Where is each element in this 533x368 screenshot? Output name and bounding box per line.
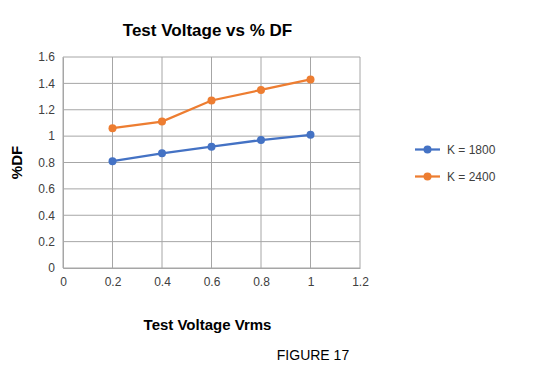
series-marker — [307, 131, 315, 139]
y-tick: 0 — [48, 261, 63, 275]
x-tick: 1 — [308, 268, 315, 289]
legend: K = 1800 K = 2400 — [415, 143, 496, 184]
legend-label: K = 2400 — [447, 170, 496, 184]
grid — [63, 57, 360, 268]
series-marker — [158, 118, 166, 126]
x-tick: 0.2 — [105, 268, 122, 289]
grid-line-y — [63, 268, 360, 269]
chart: 0 0.2 0.4 0.6 0.8 1 1.2 0 0.2 0.4 0.6 0.8 1 1.2 1.4 1.6… — [0, 0, 533, 368]
x-tick-label: 0.4 — [154, 275, 171, 289]
y-tick-label: 0.2 — [38, 235, 55, 249]
series-line — [113, 135, 311, 161]
y-tick: 0.8 — [38, 156, 63, 170]
y-axis-line — [63, 58, 64, 269]
grid-line-y — [63, 215, 360, 216]
legend-label: K = 1800 — [447, 143, 496, 157]
x-tick: 0.8 — [253, 268, 270, 289]
grid-line-y — [63, 162, 360, 163]
y-tick-label: 1.2 — [38, 103, 55, 117]
y-tick-label: 1.4 — [38, 77, 55, 91]
y-tick: 0.2 — [38, 235, 63, 249]
x-tick-label: 0.8 — [253, 275, 270, 289]
y-tick: 1.4 — [38, 77, 63, 91]
x-axis-line — [64, 268, 361, 269]
y-tick-label: 1 — [48, 129, 55, 143]
y-axis-title: %DF — [8, 146, 25, 179]
y-axis: 0 0.2 0.4 0.6 0.8 1 1.2 1.4 1.6 — [38, 50, 63, 275]
y-tick: 0.6 — [38, 182, 63, 196]
legend-marker — [424, 173, 432, 181]
grid-line-y — [63, 241, 360, 242]
y-tick-label: 1.6 — [38, 50, 55, 64]
grid-line-x — [63, 57, 64, 268]
series-line — [113, 79, 311, 128]
grid-line-y — [63, 83, 360, 84]
y-tick: 1.6 — [38, 50, 63, 64]
x-tick-label: 0.2 — [105, 275, 122, 289]
x-tick-label: 0 — [60, 275, 67, 289]
x-tick: 1.2 — [352, 268, 369, 289]
y-tick-label: 0 — [48, 261, 55, 275]
x-tick-label: 0.6 — [204, 275, 221, 289]
grid-line-y — [63, 136, 360, 137]
series-marker — [257, 86, 265, 94]
series-marker — [158, 149, 166, 157]
series-marker — [257, 136, 265, 144]
x-axis: 0 0.2 0.4 0.6 0.8 1 1.2 — [60, 268, 369, 289]
x-tick: 0 — [60, 268, 67, 289]
series-marker — [208, 143, 216, 151]
x-axis-title: Test Voltage Vrms — [144, 316, 272, 333]
y-tick: 1.2 — [38, 103, 63, 117]
series-marker — [109, 157, 117, 165]
title: Test Voltage vs % DF — [123, 21, 292, 40]
legend-marker — [424, 146, 432, 154]
series-marker — [208, 97, 216, 105]
y-tick-label: 0.6 — [38, 182, 55, 196]
annotation: FIGURE 17 — [277, 347, 350, 363]
y-tick: 1 — [48, 129, 63, 143]
x-tick: 0.6 — [204, 268, 221, 289]
series-marker — [307, 75, 315, 83]
x-tick-label: 1.2 — [352, 275, 369, 289]
x-tick-label: 1 — [308, 275, 315, 289]
y-tick-label: 0.8 — [38, 156, 55, 170]
x-tick: 0.4 — [154, 268, 171, 289]
y-tick: 0.4 — [38, 209, 63, 223]
grid-line-y — [63, 188, 360, 189]
y-tick-label: 0.4 — [38, 209, 55, 223]
plot-marks — [109, 75, 315, 165]
grid-line-y — [63, 109, 360, 110]
grid-line-y — [63, 57, 360, 58]
series-marker — [109, 124, 117, 132]
